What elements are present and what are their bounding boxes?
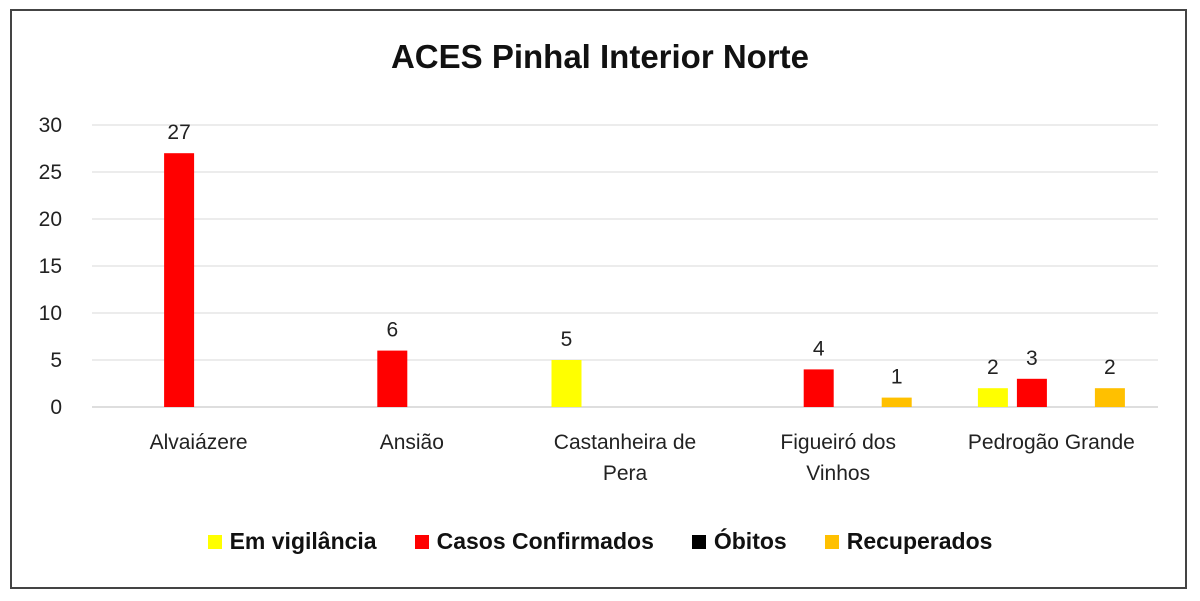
- legend-label: Óbitos: [713, 528, 787, 554]
- bar: [1094, 388, 1125, 407]
- legend-swatch: [207, 534, 222, 549]
- category-label: Ansião: [380, 431, 444, 454]
- legend-label: Em vigilância: [229, 528, 377, 554]
- legend-item: Recuperados: [824, 528, 993, 555]
- legend-item: Em vigilância: [207, 528, 377, 555]
- y-tick-label: 0: [50, 396, 62, 419]
- legend-item: Óbitos: [691, 528, 787, 555]
- bar: [551, 360, 582, 407]
- legend-label: Casos Confirmados: [436, 528, 654, 554]
- category-label: Figueiró dos Vinhos: [780, 431, 896, 485]
- data-label: 4: [813, 337, 825, 360]
- category-label: Alvaiázere: [150, 431, 248, 454]
- data-label: 5: [561, 328, 573, 351]
- y-tick-label: 5: [50, 349, 62, 372]
- category-label: Pedrogão Grande: [968, 431, 1135, 454]
- chart-frame: [10, 9, 1187, 589]
- data-label: 2: [1104, 356, 1116, 379]
- y-tick-label: 15: [39, 255, 62, 278]
- legend-swatch: [691, 534, 706, 549]
- category-label: Castanheira de Pera: [554, 431, 696, 485]
- y-tick-label: 25: [39, 161, 62, 184]
- data-label: 2: [987, 356, 999, 379]
- legend-item: Casos Confirmados: [414, 528, 654, 555]
- chart-title: ACES Pinhal Interior Norte: [390, 38, 810, 75]
- data-label: 1: [891, 366, 903, 389]
- data-label: 6: [386, 319, 398, 342]
- bar: [164, 153, 195, 407]
- data-label: 3: [1026, 347, 1038, 370]
- y-tick-label: 10: [39, 302, 62, 325]
- chart-legend: Em vigilância Casos Confirmados Óbitos Recu…: [0, 528, 1200, 555]
- data-label: 27: [167, 121, 190, 144]
- bar: [377, 350, 408, 407]
- legend-label: Recuperados: [846, 528, 993, 554]
- legend-swatch: [824, 534, 839, 549]
- legend-swatch: [414, 534, 429, 549]
- bar: [977, 388, 1008, 407]
- bar: [803, 369, 834, 407]
- y-tick-label: 30: [39, 114, 62, 137]
- y-tick-label: 20: [39, 208, 62, 231]
- bar: [1016, 378, 1047, 407]
- bar: [881, 397, 912, 407]
